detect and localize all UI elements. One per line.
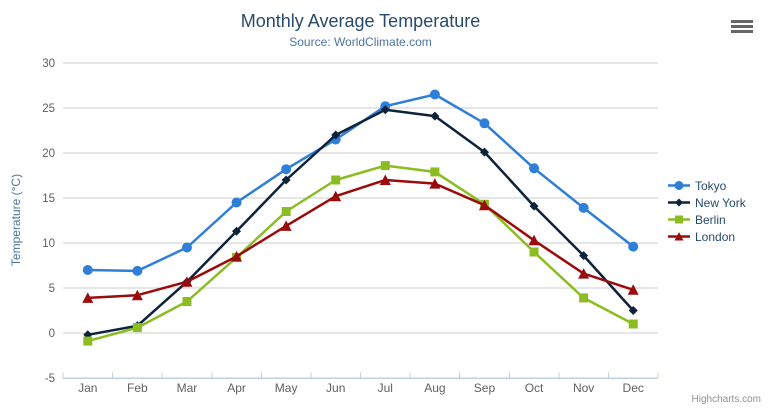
legend-marker-triangle-icon [668, 232, 690, 241]
data-point-marker [280, 220, 292, 231]
data-point-marker [181, 276, 193, 287]
x-tick-label: Feb [127, 381, 148, 395]
data-point-marker [232, 226, 242, 236]
x-tick-label: May [275, 381, 298, 395]
data-point-marker [430, 167, 440, 177]
y-tick-label: 10 [42, 238, 55, 250]
data-point-marker [132, 265, 143, 276]
series-line-tokyo [86, 93, 635, 273]
data-point-marker [82, 265, 93, 275]
y-tick-label: 0 [49, 328, 55, 340]
data-point-marker [379, 174, 391, 185]
data-point-marker [628, 306, 638, 315]
series-line-london [86, 178, 635, 300]
data-point-marker [578, 202, 589, 213]
data-point-marker [627, 284, 639, 295]
x-axis [62, 372, 659, 379]
data-point-marker [380, 105, 390, 115]
hamburger-bar [731, 20, 753, 23]
legend-item-tokyo[interactable]: Tokyo [668, 177, 746, 194]
y-tick-label: 30 [42, 58, 55, 70]
data-point-marker [528, 234, 540, 246]
hamburger-bar [731, 30, 753, 33]
data-point-marker [131, 289, 143, 301]
chart-subtitle: Source: WorldClimate.com [289, 35, 432, 49]
data-point-marker [231, 251, 243, 262]
legend-item-berlin[interactable]: Berlin [668, 211, 746, 228]
data-point-marker [132, 323, 142, 333]
x-tick-label: Aug [424, 381, 445, 395]
credits-link[interactable]: Highcharts.com [691, 394, 761, 405]
data-point-marker [579, 293, 589, 303]
data-point-marker [429, 89, 440, 100]
data-point-marker [181, 242, 192, 253]
series-new-york [83, 105, 638, 340]
data-point-marker [479, 118, 490, 129]
data-point-marker [529, 163, 540, 174]
x-tick-label: Apr [227, 381, 246, 395]
x-axis-labels: Jan Feb Mar Apr May Jun Jul Aug Sep Oct Nov Dec [78, 381, 644, 395]
data-point-marker [429, 178, 441, 189]
legend-item-new-york[interactable]: New York [668, 194, 746, 211]
data-point-marker [380, 161, 390, 171]
data-point-marker [281, 164, 292, 175]
chart-title: Monthly Average Temperature [240, 11, 481, 31]
legend: Tokyo New York Berlin London [668, 177, 746, 245]
hamburger-bar [731, 25, 753, 28]
y-gridlines [63, 62, 658, 334]
series-line-new-york [86, 108, 635, 337]
legend-label: New York [695, 195, 746, 210]
data-point-marker [83, 336, 93, 346]
x-tick-label: Dec [623, 381, 644, 395]
data-point-marker [628, 319, 638, 329]
series-london [82, 174, 639, 303]
y-tick-label: 25 [42, 103, 55, 115]
y-tick-label: -5 [45, 373, 55, 385]
series-tokyo [82, 89, 639, 276]
data-point-marker [579, 251, 589, 261]
data-point-marker [82, 292, 94, 303]
data-point-marker [478, 199, 490, 211]
x-tick-label: Jun [326, 381, 345, 395]
legend-marker-diamond-icon [668, 198, 690, 207]
data-point-marker [182, 297, 192, 306]
data-point-marker [529, 201, 539, 211]
data-point-marker [578, 268, 590, 279]
legend-label: London [695, 229, 736, 244]
x-tick-label: Nov [573, 381, 594, 395]
x-tick-label: Mar [177, 381, 198, 395]
data-point-marker [331, 175, 341, 185]
data-point-marker [529, 247, 539, 257]
y-tick-label: 20 [42, 148, 55, 160]
data-point-marker [430, 111, 440, 121]
legend-item-london[interactable]: London [668, 228, 746, 245]
legend-label: Berlin [695, 212, 726, 227]
x-tick-label: Oct [525, 381, 544, 395]
y-axis-labels: -5 0 5 10 15 20 25 30 [42, 58, 55, 385]
legend-label: Tokyo [695, 178, 727, 193]
series-line-berlin [86, 164, 635, 343]
legend-marker-square-icon [668, 215, 690, 224]
x-tick-label: Sep [474, 381, 496, 395]
data-point-marker [281, 175, 291, 185]
data-point-marker [331, 130, 341, 140]
data-point-marker [281, 207, 291, 216]
data-point-marker [231, 197, 242, 208]
data-point-marker [479, 147, 489, 157]
y-tick-label: 5 [49, 283, 55, 295]
legend-marker-circle-icon [668, 181, 690, 190]
y-axis-title: Temperature (°C) [9, 174, 23, 266]
y-tick-label: 15 [42, 193, 55, 205]
x-tick-label: Jul [378, 381, 393, 395]
hamburger-menu-icon[interactable] [731, 20, 755, 36]
x-tick-label: Jan [78, 381, 97, 395]
data-point-marker [330, 190, 342, 202]
data-point-marker [628, 241, 639, 252]
